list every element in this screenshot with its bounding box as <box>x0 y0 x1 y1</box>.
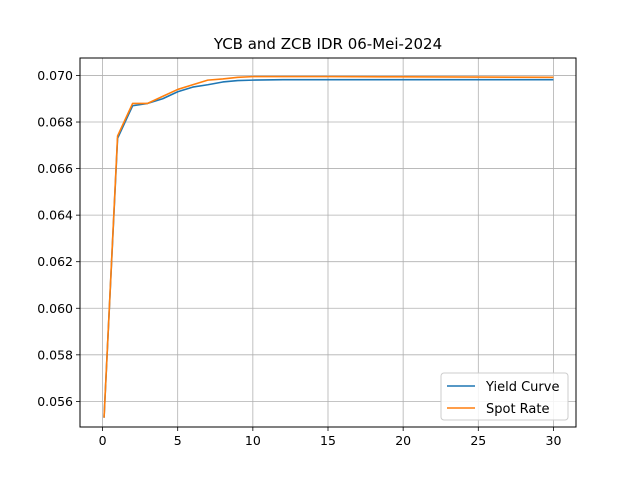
x-tick-label: 25 <box>470 433 486 448</box>
y-tick-label: 0.062 <box>37 254 73 269</box>
legend: Yield Curve Spot Rate <box>440 372 569 421</box>
axis-ticks: 0 5 10 15 20 25 30 0.056 0.058 0.060 0.062 0.064 0.0… <box>37 68 561 448</box>
x-tick-label: 30 <box>546 433 562 448</box>
series-line-spot-rate <box>103 75 554 418</box>
y-tick-label: 0.058 <box>37 347 73 362</box>
x-tick-label: 5 <box>174 433 182 448</box>
series-lines <box>103 75 554 418</box>
legend-label: Yield Curve <box>485 380 559 395</box>
series-line-yield-curve <box>103 78 554 418</box>
x-tick-label: 20 <box>395 433 411 448</box>
x-tick-label: 15 <box>320 433 336 448</box>
grid <box>80 58 576 427</box>
x-tick-label: 0 <box>99 433 107 448</box>
legend-label: Spot Rate <box>486 402 550 417</box>
y-tick-label: 0.060 <box>37 301 73 316</box>
y-tick-label: 0.068 <box>37 115 73 130</box>
y-tick-label: 0.066 <box>37 161 73 176</box>
y-tick-label: 0.064 <box>37 208 73 223</box>
y-tick-label: 0.070 <box>37 68 73 83</box>
y-tick-label: 0.056 <box>37 394 73 409</box>
chart-title: YCB and ZCB IDR 06-Mei-2024 <box>213 35 442 53</box>
x-tick-label: 10 <box>245 433 261 448</box>
